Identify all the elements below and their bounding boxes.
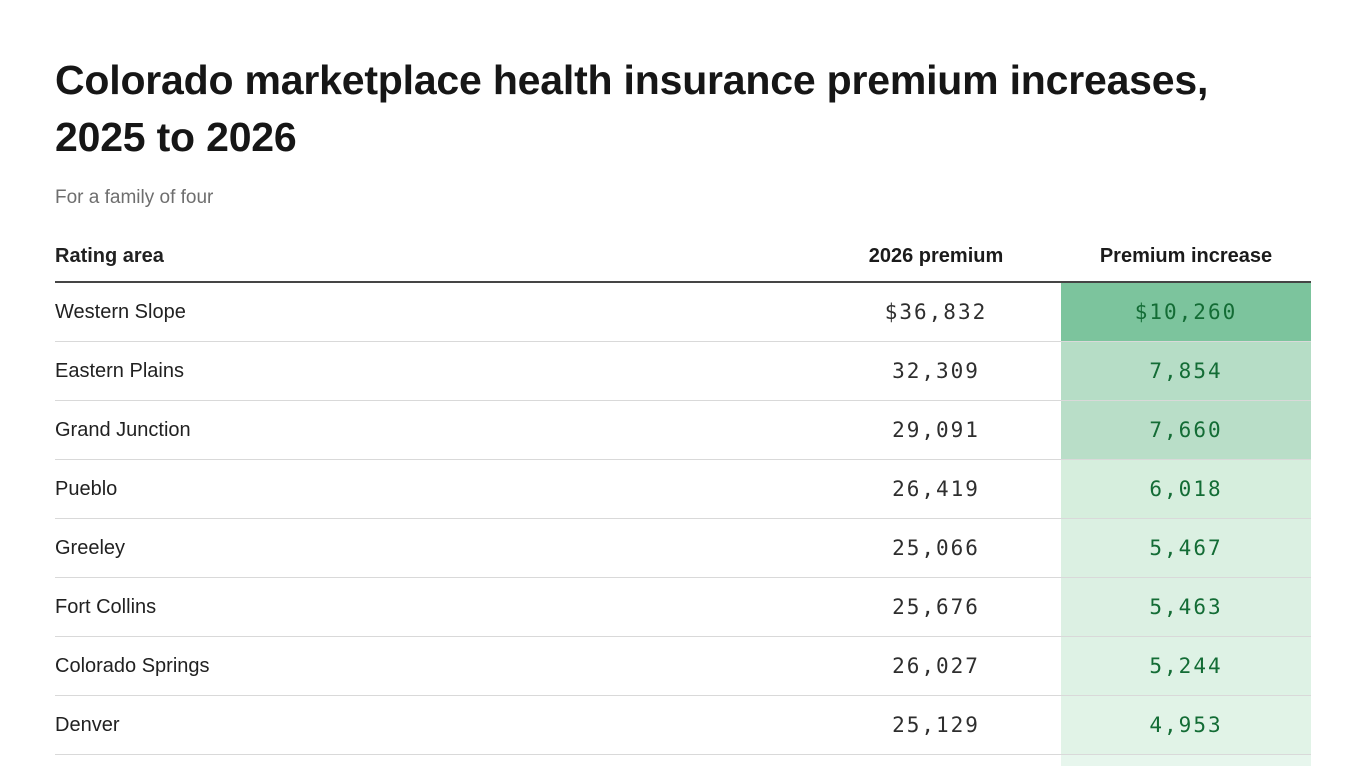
premium-increase-cell: 5,467 xyxy=(1061,519,1311,577)
premium-increase-cell: 4,953 xyxy=(1061,696,1311,754)
table-body: Western Slope $36,832 $10,260 Eastern Pl… xyxy=(55,283,1311,755)
column-header-rating-area: Rating area xyxy=(55,245,164,267)
table-row: Eastern Plains 32,309 7,854 xyxy=(55,342,1311,401)
premium-2026-cell: 32,309 xyxy=(892,359,980,383)
table-row: Fort Collins 25,676 5,463 xyxy=(55,578,1311,637)
premium-2026-cell: $36,832 xyxy=(884,300,988,324)
premium-2026-cell-partial xyxy=(811,755,1061,766)
chart-title: Colorado marketplace health insurance pr… xyxy=(55,57,1209,160)
table-header-row: Rating area 2026 premium Premium increas… xyxy=(55,245,1311,283)
rating-area-cell: Western Slope xyxy=(55,300,186,323)
premium-2026-cell: 29,091 xyxy=(892,418,980,442)
rating-area-cell: Eastern Plains xyxy=(55,359,184,382)
chart-page: Colorado marketplace health insurance pr… xyxy=(0,52,1366,766)
rating-area-cell: Grand Junction xyxy=(55,418,191,441)
chart-subtitle: For a family of four xyxy=(55,187,214,208)
premium-2026-cell: 26,419 xyxy=(892,477,980,501)
premium-2026-cell: 25,129 xyxy=(892,713,980,737)
rating-area-cell: Greeley xyxy=(55,536,126,559)
rating-area-cell: Fort Collins xyxy=(55,595,157,618)
premium-2026-cell: 25,066 xyxy=(892,536,980,560)
table-row: Pueblo 26,419 6,018 xyxy=(55,460,1311,519)
table-row: Colorado Springs 26,027 5,244 xyxy=(55,637,1311,696)
table-row: Grand Junction 29,091 7,660 xyxy=(55,401,1311,460)
premium-table: Rating area 2026 premium Premium increas… xyxy=(55,245,1311,766)
rating-area-cell: Colorado Springs xyxy=(55,654,210,677)
premium-increase-cell: 7,660 xyxy=(1061,401,1311,459)
table-row: Western Slope $36,832 $10,260 xyxy=(55,283,1311,342)
premium-increase-cell: 5,463 xyxy=(1061,578,1311,636)
premium-increase-cell: 6,018 xyxy=(1061,460,1311,518)
premium-2026-cell: 26,027 xyxy=(892,654,980,678)
table-row: Greeley 25,066 5,467 xyxy=(55,519,1311,578)
premium-increase-cell: 5,244 xyxy=(1061,637,1311,695)
premium-increase-cell: $10,260 xyxy=(1061,283,1311,341)
premium-2026-cell: 25,676 xyxy=(892,595,980,619)
table-row-partial xyxy=(55,755,1311,766)
table-row: Denver 25,129 4,953 xyxy=(55,696,1311,755)
rating-area-cell: Pueblo xyxy=(55,477,118,500)
column-header-premium-increase: Premium increase xyxy=(1099,245,1273,267)
rating-area-cell: Denver xyxy=(55,713,120,736)
premium-increase-cell: 7,854 xyxy=(1061,342,1311,400)
rating-area-cell-partial xyxy=(55,755,811,766)
premium-increase-cell-partial xyxy=(1061,755,1311,766)
column-header-2026-premium: 2026 premium xyxy=(868,245,1004,267)
